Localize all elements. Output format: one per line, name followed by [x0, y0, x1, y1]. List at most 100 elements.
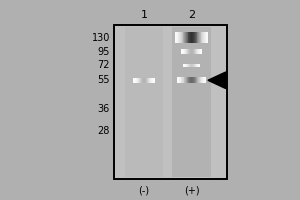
Bar	[152, 78, 153, 83]
Bar	[186, 32, 187, 43]
Bar	[143, 78, 144, 83]
Bar	[178, 77, 179, 83]
Bar	[134, 78, 135, 83]
Bar	[185, 64, 186, 67]
Bar	[195, 32, 196, 43]
Bar	[186, 64, 187, 67]
Bar	[186, 77, 187, 83]
Text: (+): (+)	[184, 186, 200, 196]
Bar	[202, 77, 203, 83]
Bar	[204, 77, 205, 83]
Bar	[196, 32, 197, 43]
Bar	[138, 78, 139, 83]
Bar	[137, 78, 138, 83]
Bar	[188, 32, 189, 43]
Bar	[192, 77, 193, 83]
Bar	[183, 32, 184, 43]
Bar	[196, 77, 197, 83]
Bar	[201, 77, 202, 83]
Bar	[176, 32, 177, 43]
Bar	[135, 78, 136, 83]
Bar	[145, 78, 146, 83]
Bar	[204, 32, 205, 43]
Bar	[153, 78, 154, 83]
Bar	[191, 64, 192, 67]
Bar	[125, 27, 164, 177]
Bar	[144, 78, 145, 83]
Bar	[203, 77, 204, 83]
Bar	[189, 64, 190, 67]
Bar	[183, 77, 184, 83]
Bar	[175, 32, 176, 43]
Bar	[146, 78, 147, 83]
Bar	[185, 32, 186, 43]
Bar	[196, 32, 197, 43]
Bar	[154, 78, 155, 83]
Bar	[203, 32, 204, 43]
Bar	[202, 32, 203, 43]
Bar	[187, 49, 188, 54]
Bar	[191, 49, 192, 54]
Bar	[193, 64, 194, 67]
Bar	[188, 49, 189, 54]
Bar	[184, 64, 185, 67]
Text: 2: 2	[188, 10, 195, 20]
Bar	[187, 77, 188, 83]
Bar	[177, 32, 178, 43]
Bar	[188, 64, 189, 67]
Bar	[190, 77, 191, 83]
Bar	[141, 78, 142, 83]
Bar	[191, 32, 192, 43]
Bar	[190, 32, 191, 43]
Bar	[192, 77, 193, 83]
Bar	[192, 49, 193, 54]
Bar	[186, 64, 187, 67]
Bar	[199, 49, 200, 54]
Bar	[134, 78, 135, 83]
Bar	[148, 78, 149, 83]
Bar	[194, 64, 195, 67]
Bar	[185, 64, 186, 67]
Bar	[195, 77, 196, 83]
Bar	[185, 77, 186, 83]
Bar	[180, 32, 181, 43]
Bar	[187, 32, 188, 43]
Bar	[180, 77, 181, 83]
Bar	[199, 32, 200, 43]
Bar	[151, 78, 152, 83]
Text: 28: 28	[98, 126, 110, 136]
Bar	[193, 32, 194, 43]
Bar	[181, 49, 182, 54]
Bar	[181, 32, 182, 43]
Bar	[193, 77, 194, 83]
Bar	[194, 32, 195, 43]
Bar	[195, 49, 196, 54]
Text: 1: 1	[141, 10, 148, 20]
Bar	[198, 77, 199, 83]
Bar	[177, 77, 178, 83]
Bar	[193, 49, 194, 54]
Bar	[190, 64, 191, 67]
Bar	[189, 64, 190, 67]
Text: 55: 55	[98, 75, 110, 85]
Bar	[195, 49, 196, 54]
Bar	[201, 32, 202, 43]
Bar	[199, 77, 200, 83]
Bar	[143, 78, 144, 83]
Bar	[193, 49, 194, 54]
Polygon shape	[208, 72, 226, 89]
Bar	[195, 64, 196, 67]
Bar	[199, 64, 200, 67]
Bar	[197, 32, 198, 43]
Bar	[187, 77, 188, 83]
Bar	[141, 78, 142, 83]
Bar	[139, 78, 140, 83]
Bar	[178, 32, 179, 43]
Bar	[178, 77, 179, 83]
Bar	[189, 77, 190, 83]
Bar	[182, 49, 183, 54]
Bar	[197, 64, 198, 67]
Bar	[190, 49, 191, 54]
Bar	[184, 49, 185, 54]
Bar	[150, 78, 151, 83]
